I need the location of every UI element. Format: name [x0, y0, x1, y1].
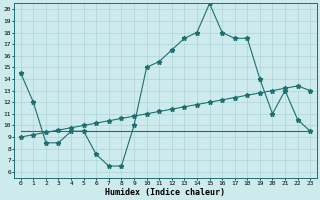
X-axis label: Humidex (Indice chaleur): Humidex (Indice chaleur) — [106, 188, 226, 197]
